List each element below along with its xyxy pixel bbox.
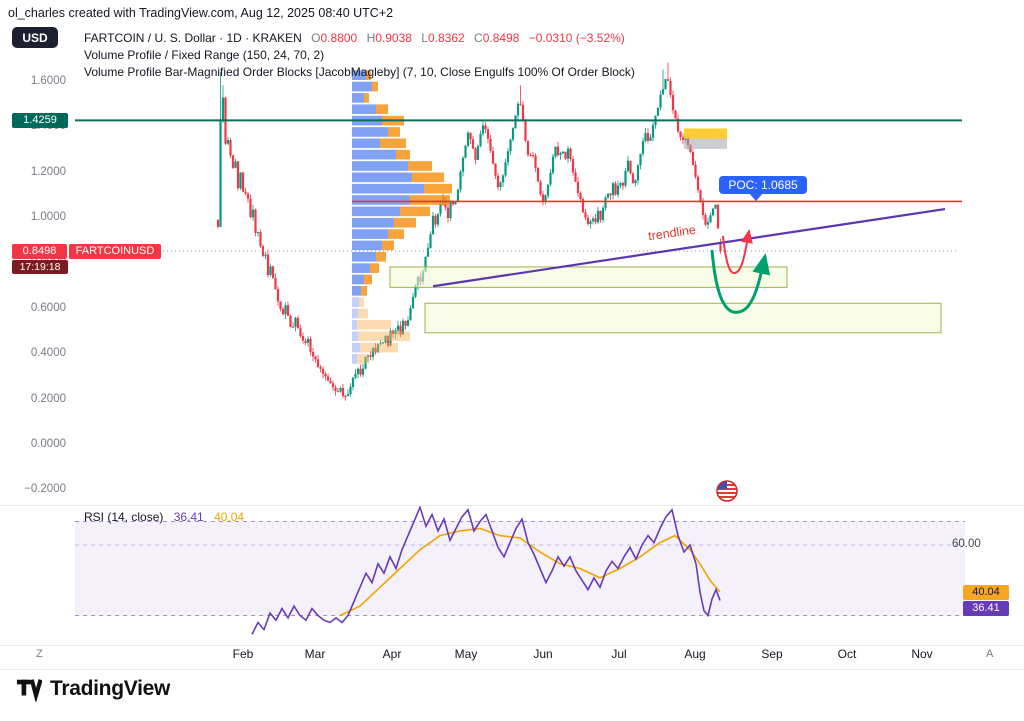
left-axis-hint: Z bbox=[36, 648, 43, 660]
ohlc-close-label: C bbox=[474, 31, 483, 45]
symbol-title: FARTCOIN / U. S. Dollar · 1D · KRAKEN bbox=[84, 31, 302, 45]
time-axis-separator bbox=[0, 645, 1024, 646]
time-axis-label[interactable]: Oct bbox=[837, 647, 857, 661]
ohlc-open-value: 0.8800 bbox=[320, 31, 358, 45]
right-axis-hint: A bbox=[986, 648, 994, 660]
credit-text: ol_charles created with TradingView.com,… bbox=[8, 6, 394, 20]
projection-arrow bbox=[710, 249, 771, 314]
projection-arrow bbox=[722, 229, 753, 275]
footer-separator bbox=[0, 669, 1024, 670]
ohlc-high-label: H bbox=[366, 31, 376, 45]
currency-toggle-button[interactable]: USD bbox=[12, 27, 58, 48]
symbol-legend-row[interactable]: FARTCOIN / U. S. Dollar · 1D · KRAKEN O0… bbox=[84, 30, 635, 46]
time-axis-label[interactable]: Apr bbox=[382, 647, 402, 661]
price-axis-label: 0.6000 bbox=[30, 301, 66, 314]
time-axis-label[interactable]: Jul bbox=[611, 647, 627, 661]
price-axis-label: −0.2000 bbox=[24, 483, 66, 496]
ohlc-close-value: 0.8498 bbox=[482, 31, 520, 45]
price-axis-label: 0.2000 bbox=[30, 392, 66, 405]
last-price-badge: 0.8498 bbox=[12, 244, 67, 259]
tradingview-brand-text: TradingView bbox=[50, 677, 171, 700]
volume-profile-layer bbox=[352, 70, 452, 364]
rsi-ma-badge: 40.04 bbox=[963, 585, 1009, 600]
ohlc-high-value: 0.9038 bbox=[375, 31, 412, 45]
bar-countdown-badge: 17:19:18 bbox=[12, 260, 68, 274]
rsi-ma-line bbox=[339, 527, 721, 617]
price-axis-label: 1.0000 bbox=[30, 211, 66, 223]
rsi-axis-label: 60.00 bbox=[952, 538, 981, 550]
rsi-main-badge: 36.41 bbox=[963, 601, 1009, 616]
time-axis-label[interactable]: Feb bbox=[232, 647, 254, 661]
ohlc-open-label: O bbox=[311, 31, 321, 45]
candles-layer bbox=[216, 62, 722, 401]
ohlc-low-label: L bbox=[421, 31, 428, 45]
poc-pointer-icon bbox=[749, 193, 763, 201]
symbol-tag-badge: FARTCOINUSD bbox=[69, 244, 161, 259]
rsi-legend[interactable]: RSI (14, close) 36.41 40.04 bbox=[84, 510, 244, 524]
rsi-indicator-label: RSI (14, close) bbox=[84, 510, 164, 524]
chart-legend: FARTCOIN / U. S. Dollar · 1D · KRAKEN O0… bbox=[84, 30, 635, 81]
price-axis-label: 1.2000 bbox=[30, 165, 66, 178]
poc-price-label[interactable]: POC: 1.0685 bbox=[719, 176, 807, 194]
time-axis-label[interactable]: Aug bbox=[684, 647, 706, 661]
rsi-ma-value: 40.04 bbox=[214, 510, 245, 524]
time-axis[interactable]: Feb Mar Apr May Jun Jul Aug Sep Oct Nov bbox=[0, 647, 1024, 663]
time-axis-label[interactable]: Jun bbox=[533, 647, 553, 661]
pane-separator[interactable] bbox=[0, 505, 1024, 506]
ohlc-low-value: 0.8362 bbox=[427, 31, 465, 45]
price-axis-label: 1.6000 bbox=[30, 74, 66, 87]
time-axis-label[interactable]: Sep bbox=[761, 647, 783, 661]
rsi-main-value: 36.41 bbox=[173, 510, 204, 524]
tradingview-brand[interactable]: TradingView bbox=[16, 676, 170, 702]
rsi-line bbox=[251, 505, 721, 635]
price-axis-label: 0.0000 bbox=[30, 438, 66, 450]
ohlc-change-value: −0.0310 (−3.52%) bbox=[528, 31, 625, 45]
time-axis-label[interactable]: May bbox=[454, 647, 478, 661]
time-axis-label[interactable]: Nov bbox=[911, 647, 933, 661]
trendline bbox=[432, 207, 946, 288]
time-axis-label[interactable]: Mar bbox=[304, 647, 326, 661]
rsi-band bbox=[75, 521, 965, 616]
resistance-price-badge: 1.4259 bbox=[12, 113, 68, 128]
indicator-legend-volume-profile[interactable]: Volume Profile / Fixed Range (150, 24, 7… bbox=[84, 48, 325, 62]
price-axis-label: 0.4000 bbox=[30, 347, 66, 360]
indicator-legend-order-blocks[interactable]: Volume Profile Bar-Magnified Order Block… bbox=[84, 65, 635, 79]
coin-logo-icon bbox=[716, 480, 738, 502]
order-blocks-layer bbox=[389, 128, 942, 334]
tradingview-logo-icon bbox=[16, 679, 42, 702]
